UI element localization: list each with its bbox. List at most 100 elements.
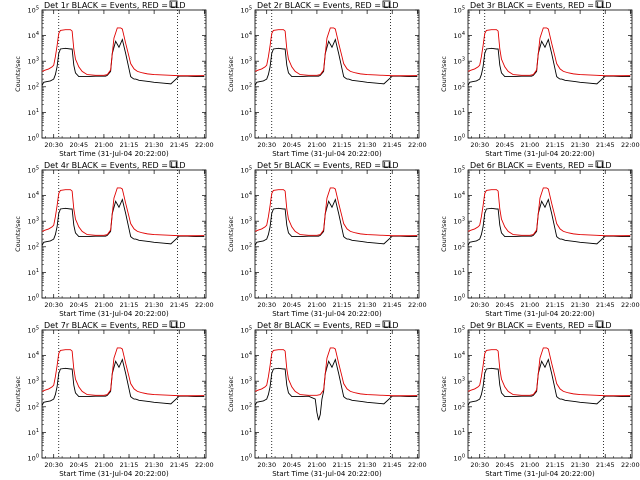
y-tick-label: 103	[454, 217, 465, 226]
x-axis-label: Start Time (31-Jul-04 20:22:00)	[59, 310, 169, 318]
x-tick-label: 20:45	[282, 461, 301, 469]
x-tick-label: 21:00	[95, 141, 114, 149]
x-tick-label: 21:00	[95, 461, 114, 469]
x-tick-label: 22:00	[195, 461, 214, 469]
y-tick-label: 103	[241, 217, 252, 226]
chart-panel: Det 5r BLACK = Events, RED = LLD 100 101 10…	[227, 160, 427, 318]
square-icon	[169, 160, 178, 168]
x-tick-label: 20:30	[257, 461, 276, 469]
x-tick-label: 21:00	[95, 301, 114, 309]
x-tick-label: 21:45	[170, 461, 189, 469]
series-line-events	[42, 38, 205, 86]
y-tick-label: 104	[454, 31, 465, 40]
x-tick-label: 21:30	[358, 141, 377, 149]
y-tick-label: 104	[454, 351, 465, 360]
x-tick-label: 20:45	[69, 461, 88, 469]
square-icon	[595, 160, 604, 168]
series-line-events	[255, 358, 418, 421]
x-tick-label: 20:45	[495, 461, 514, 469]
y-tick-label: 104	[241, 351, 252, 360]
y-tick-label: 103	[241, 57, 252, 66]
y-axis-label: Counts/sec	[227, 56, 235, 92]
x-tick-label: 22:00	[195, 141, 214, 149]
y-tick-label: 104	[241, 31, 252, 40]
y-axis-label: Counts/sec	[440, 56, 448, 92]
chart-title: Det 3r BLACK = Events, RED = LLD	[470, 1, 612, 10]
x-tick-label: 21:00	[308, 461, 327, 469]
series-line-events	[255, 198, 418, 246]
x-tick-label: 20:30	[470, 301, 489, 309]
chart-title: Det 8r BLACK = Events, RED = LLD	[257, 321, 399, 330]
series-line-lld	[468, 187, 631, 237]
square-icon	[595, 320, 604, 328]
y-tick-label: 103	[241, 377, 252, 386]
y-tick-label: 101	[28, 428, 39, 437]
series-line-lld	[42, 347, 205, 397]
x-axis-label: Start Time (31-Jul-04 20:22:00)	[272, 470, 382, 478]
x-tick-label: 21:00	[521, 461, 540, 469]
series-line-events	[255, 38, 418, 86]
y-tick-label: 105	[454, 326, 465, 335]
series-line-lld	[468, 347, 631, 397]
y-tick-label: 100	[28, 134, 39, 143]
chart-title: Det 9r BLACK = Events, RED = LLD	[470, 321, 612, 330]
x-tick-label: 20:30	[470, 461, 489, 469]
x-tick-label: 21:15	[546, 141, 565, 149]
y-tick-label: 102	[241, 402, 252, 411]
chart-panel: Det 6r BLACK = Events, RED = LLD 100 101 10…	[440, 160, 640, 318]
chart-panel: Det 2r BLACK = Events, RED = LLD 100 101 10…	[227, 0, 427, 158]
x-tick-label: 21:00	[308, 301, 327, 309]
y-tick-label: 100	[454, 294, 465, 303]
x-tick-label: 22:00	[621, 301, 640, 309]
series-line-lld	[255, 27, 418, 77]
chart-title: Det 6r BLACK = Events, RED = LLD	[470, 161, 612, 170]
x-tick-label: 21:45	[596, 461, 615, 469]
x-tick-label: 21:00	[521, 141, 540, 149]
x-axis-label: Start Time (31-Jul-04 20:22:00)	[485, 310, 595, 318]
x-axis-label: Start Time (31-Jul-04 20:22:00)	[272, 310, 382, 318]
y-tick-label: 102	[28, 242, 39, 251]
plot-frame	[254, 9, 420, 139]
y-tick-label: 103	[28, 57, 39, 66]
square-icon	[169, 0, 178, 8]
y-axis-label: Counts/sec	[227, 216, 235, 252]
x-tick-label: 21:45	[383, 141, 402, 149]
chart-panel: Det 9r BLACK = Events, RED = LLD 100 101 10…	[440, 320, 640, 478]
x-tick-label: 20:30	[44, 301, 63, 309]
y-tick-label: 103	[454, 57, 465, 66]
y-tick-label: 101	[28, 268, 39, 277]
series-line-events	[468, 358, 631, 406]
chart-title: Det 5r BLACK = Events, RED = LLD	[257, 161, 399, 170]
y-tick-label: 105	[28, 326, 39, 335]
x-tick-label: 21:30	[571, 301, 590, 309]
y-tick-label: 100	[241, 134, 252, 143]
y-tick-label: 104	[28, 31, 39, 40]
y-tick-label: 101	[454, 268, 465, 277]
x-tick-label: 20:30	[257, 301, 276, 309]
y-tick-label: 102	[28, 82, 39, 91]
y-axis-label: Counts/sec	[440, 216, 448, 252]
y-tick-label: 105	[241, 326, 252, 335]
y-tick-label: 105	[454, 6, 465, 15]
x-tick-label: 21:00	[308, 141, 327, 149]
x-tick-label: 21:00	[521, 301, 540, 309]
x-tick-label: 21:45	[596, 141, 615, 149]
x-tick-label: 22:00	[195, 301, 214, 309]
y-tick-label: 103	[28, 217, 39, 226]
plot-frame	[254, 329, 420, 459]
y-tick-label: 100	[454, 134, 465, 143]
y-tick-label: 104	[241, 191, 252, 200]
y-tick-label: 100	[454, 454, 465, 463]
y-axis-label: Counts/sec	[14, 56, 22, 92]
y-tick-label: 105	[454, 166, 465, 175]
chart-title: Det 4r BLACK = Events, RED = LLD	[44, 161, 186, 170]
series-line-lld	[42, 27, 205, 77]
y-tick-label: 105	[28, 166, 39, 175]
series-line-lld	[42, 187, 205, 237]
x-tick-label: 21:15	[546, 301, 565, 309]
plot-frame	[254, 169, 420, 299]
y-tick-label: 101	[454, 108, 465, 117]
y-axis-label: Counts/sec	[14, 376, 22, 412]
x-tick-label: 21:45	[383, 461, 402, 469]
